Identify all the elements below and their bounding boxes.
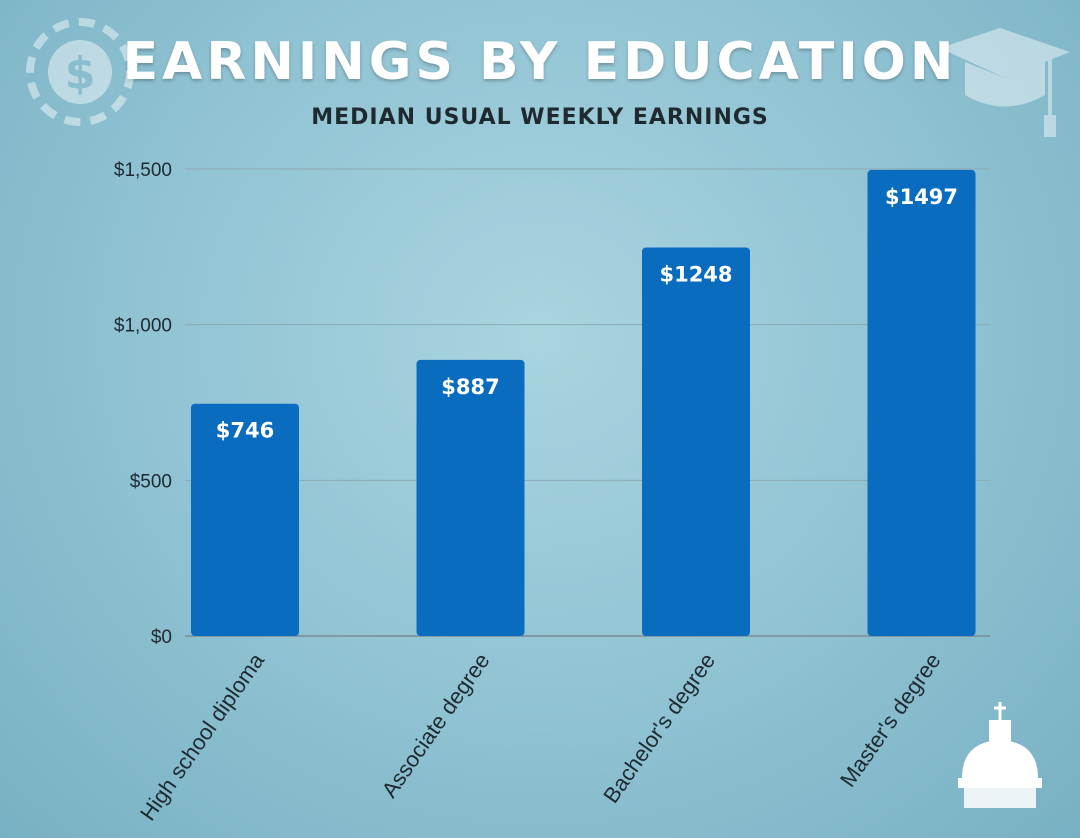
bar-value-label: $746 xyxy=(216,419,274,443)
dome-building-logo xyxy=(958,702,1042,808)
bar xyxy=(191,403,299,636)
category-label: Bachelor's degree xyxy=(598,649,720,808)
category-label: High school diploma xyxy=(135,648,270,825)
chart-subtitle: MEDIAN USUAL WEEKLY EARNINGS xyxy=(311,105,769,130)
bar xyxy=(416,359,525,636)
bar-value-label: $1248 xyxy=(659,262,732,286)
svg-text:$: $ xyxy=(65,48,96,99)
y-tick-label: $500 xyxy=(130,471,172,492)
category-label: Master's degree xyxy=(835,649,946,792)
category-label: Associate degree xyxy=(377,649,495,803)
graduation-cap-icon xyxy=(940,28,1070,137)
y-tick-label: $1,000 xyxy=(114,316,172,337)
y-tick-label: $1,500 xyxy=(114,160,172,181)
bar xyxy=(642,247,750,636)
chart-title: EARNINGS BY EDUCATION xyxy=(122,32,958,92)
y-tick-label: $0 xyxy=(151,627,172,648)
bar-value-label: $887 xyxy=(441,375,499,399)
bar xyxy=(867,169,976,636)
bar-value-label: $1497 xyxy=(885,185,958,209)
dollar-coin-icon: $ xyxy=(26,18,134,126)
